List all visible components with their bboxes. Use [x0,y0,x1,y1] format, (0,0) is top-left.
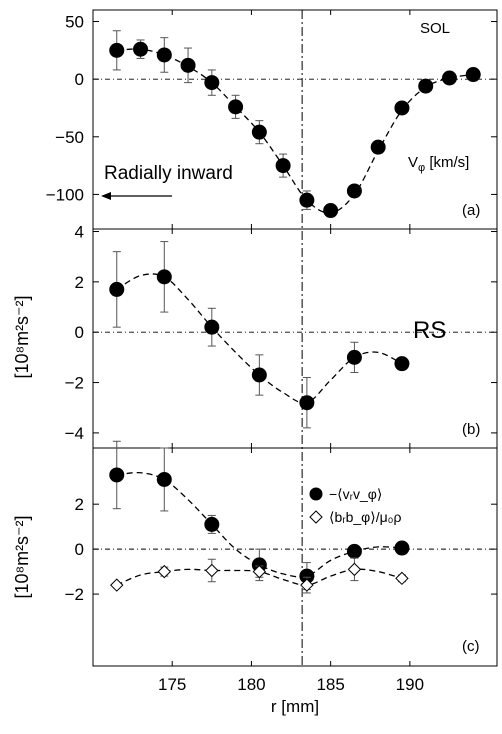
y-tick-label: 0 [75,70,84,89]
data-point [133,41,149,57]
data-point [205,563,219,578]
x-tick-label: 190 [396,675,424,694]
panel-a-quantity-label: Vφ [km/s] [408,154,469,174]
grid-layer [93,10,497,666]
y-tick-label: 4 [75,223,84,242]
panel-b-tag: (b) [462,421,480,438]
data-point [109,467,125,483]
legend-series-1-label: −⟨vᵣv_φ⟩ [329,486,382,502]
radially-inward-label: Radially inward [104,163,233,184]
data-point [346,543,362,559]
panel-a-tag: (a) [462,202,480,219]
data-point [347,562,362,577]
x-axis-label: r [mm] [271,697,319,716]
data-point [395,571,409,586]
data-point [156,269,172,285]
data-point [300,578,314,592]
data-point [394,100,410,116]
data-point [394,540,410,556]
y-tick-label: −50 [55,128,84,147]
data-point [441,70,457,86]
tick-layer: 175 180 185 190 50 0 −50 −100 4 2 0 −2 −4 2 0 −2 [46,10,497,694]
data-point [275,158,291,174]
data-point [418,78,434,94]
panel-c-ylabel: [10⁸m²s⁻²] [12,515,32,598]
data-point [252,564,267,579]
data-point [299,395,315,411]
y-tick-label: 2 [75,495,84,514]
legend-series-2-label: ⟨bᵣb_φ⟩/μ₀ρ [329,509,401,525]
y-tick-label: −2 [65,374,84,393]
data-point [465,67,481,83]
data-point [346,183,362,199]
data-point [228,99,244,115]
x-tick-label: 175 [158,675,186,694]
data-point [180,57,196,73]
data-point [109,281,125,297]
data-point [251,367,267,383]
panel-a-region-label: SOL [420,20,450,37]
panel-c-tag: (c) [462,638,480,655]
x-tick-label: 185 [316,675,344,694]
panel-c-frame [92,447,498,667]
data-point [110,578,124,592]
y-tick-label: −100 [46,185,84,204]
data-point [299,568,315,584]
data-point [156,471,172,487]
quantity-subscript: φ [418,162,425,174]
data-point [204,319,220,335]
quantity-symbol: V [408,154,418,171]
data-point [204,75,220,91]
data-point [394,356,410,372]
data-point [299,192,315,208]
y-tick-label: −2 [65,585,84,604]
data-point [323,203,339,219]
rs-label: RS [413,317,446,344]
fit-curve [116,48,474,214]
data-point [370,139,386,155]
y-tick-label: −4 [65,424,84,443]
data-point [346,349,362,365]
legend-marker-filled-circle [309,487,323,501]
x-tick-label: 180 [237,675,265,694]
panel-b-ylabel: [10⁸m²s⁻²] [12,295,32,378]
series-layer [109,30,481,594]
data-point [251,124,267,140]
data-point [204,516,220,532]
y-tick-label: 2 [75,273,84,292]
legend-marker-open-diamond [309,510,323,524]
y-tick-label: 50 [65,13,84,32]
arrowhead-icon [101,192,111,200]
y-tick-label: 0 [75,323,84,342]
data-point [156,47,172,63]
data-point [251,557,267,573]
quantity-unit: [km/s] [425,154,469,171]
y-tick-label: 0 [75,540,84,559]
data-point [157,564,172,579]
data-point [109,42,125,58]
